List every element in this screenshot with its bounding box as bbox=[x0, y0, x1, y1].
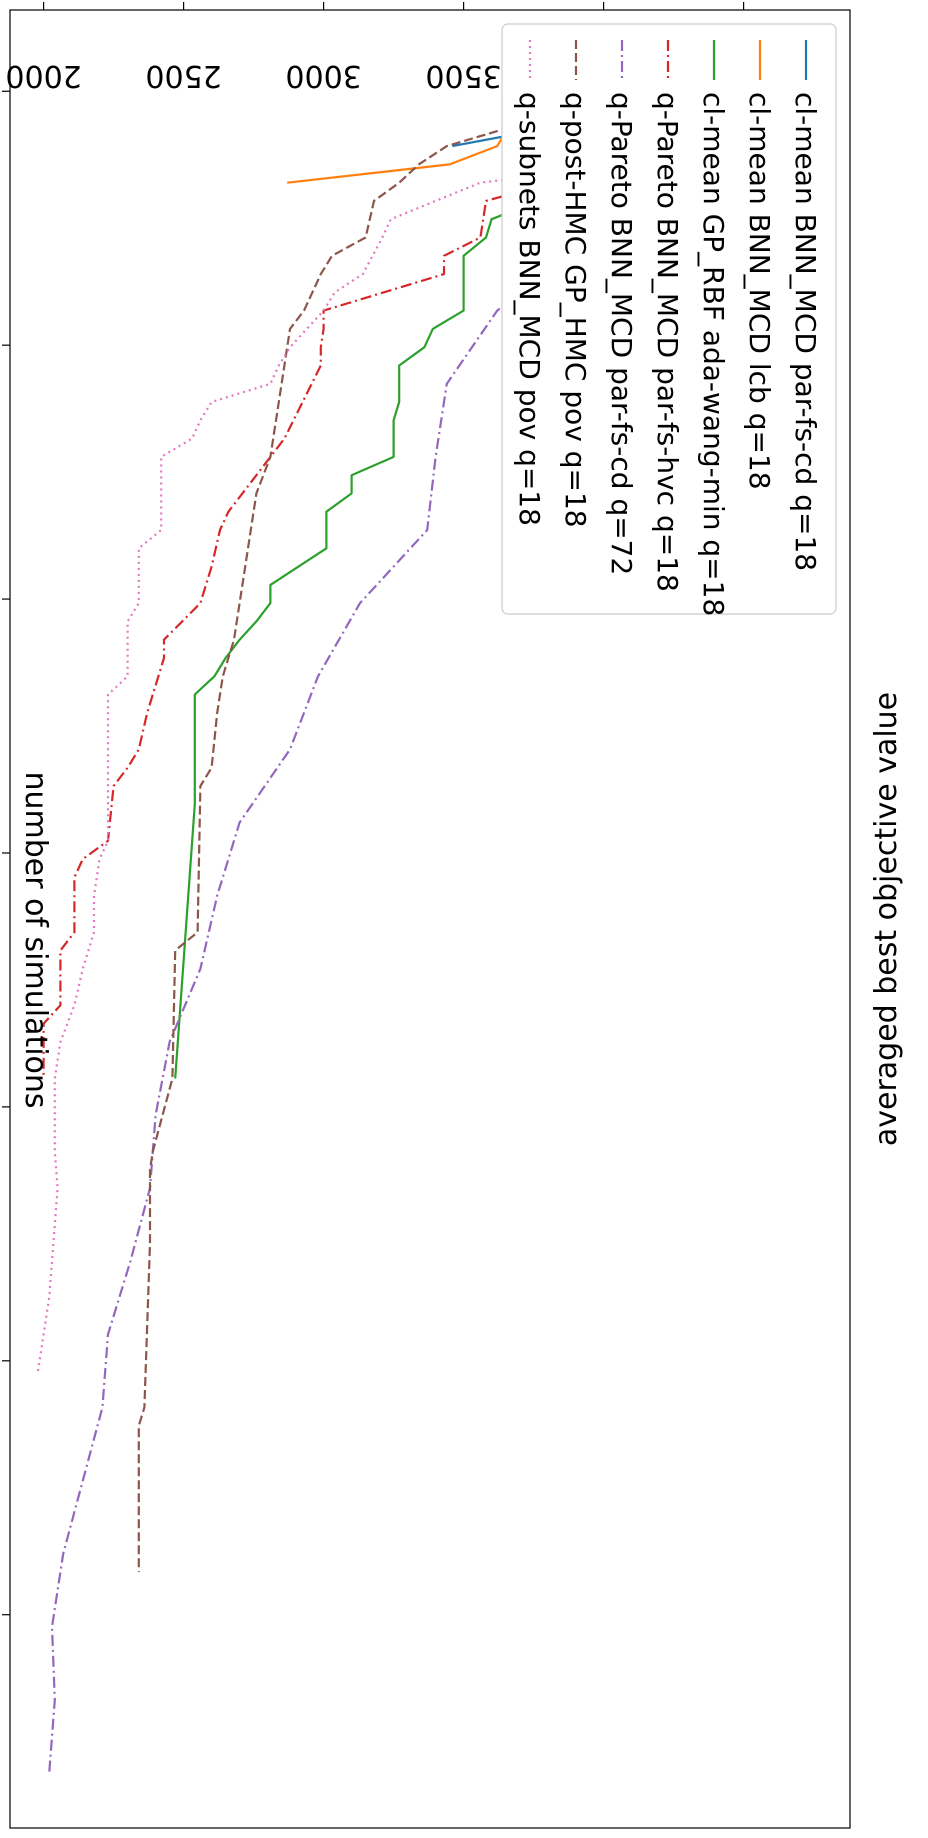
x-tick-label: 250 bbox=[0, 317, 1, 374]
plot-area: 0250500750100012501500 45004000350030002… bbox=[0, 2, 904, 1829]
legend-entry: q-subnets BNN_MCD pov q=18 bbox=[513, 92, 546, 526]
y-tick-label: 3500 bbox=[425, 58, 501, 93]
legend-entry: q-post-HMC GP_HMC pov q=18 bbox=[559, 92, 592, 528]
x-tick-label: 1250 bbox=[0, 1323, 1, 1399]
x-tick-label: 0 bbox=[0, 82, 1, 101]
legend-entry: cl-mean BNN_MCD lcb q=18 bbox=[743, 92, 776, 490]
legend-entry: cl-mean GP_RBF ada-wang-min q=18 bbox=[697, 92, 730, 616]
x-tick-label: 1500 bbox=[0, 1577, 1, 1653]
x-tick-label: 1000 bbox=[0, 1069, 1, 1145]
legend: cl-mean BNN_MCD par-fs-cd q=18 cl-mean BN… bbox=[501, 23, 837, 616]
series-line-4 bbox=[42, 90, 834, 1079]
y-tick-label: 2000 bbox=[5, 58, 81, 93]
x-tick-label: 750 bbox=[0, 824, 1, 881]
legend-entry: q-Pareto BNN_MCD par-fs-cd q=72 bbox=[605, 92, 638, 575]
legend-entry: cl-mean BNN_MCD par-fs-cd q=18 bbox=[789, 92, 822, 571]
y-tick-label: 3000 bbox=[285, 58, 361, 93]
legend-entry: q-Pareto BNN_MCD par-fs-hvc q=18 bbox=[651, 92, 684, 592]
legend-box bbox=[501, 23, 837, 615]
plot-frame bbox=[9, 9, 851, 1829]
x-tick-label: 500 bbox=[0, 570, 1, 627]
y-tick-label: 2500 bbox=[145, 58, 221, 93]
series-line-5 bbox=[48, 90, 834, 1774]
series-line-6 bbox=[137, 90, 834, 1573]
x-axis: 0 250 500 750 1000 1250 1500 bbox=[0, 82, 10, 1653]
y-axis-label: averaged best objective value bbox=[869, 692, 904, 1146]
x-axis-label: number of simulations bbox=[18, 771, 53, 1108]
